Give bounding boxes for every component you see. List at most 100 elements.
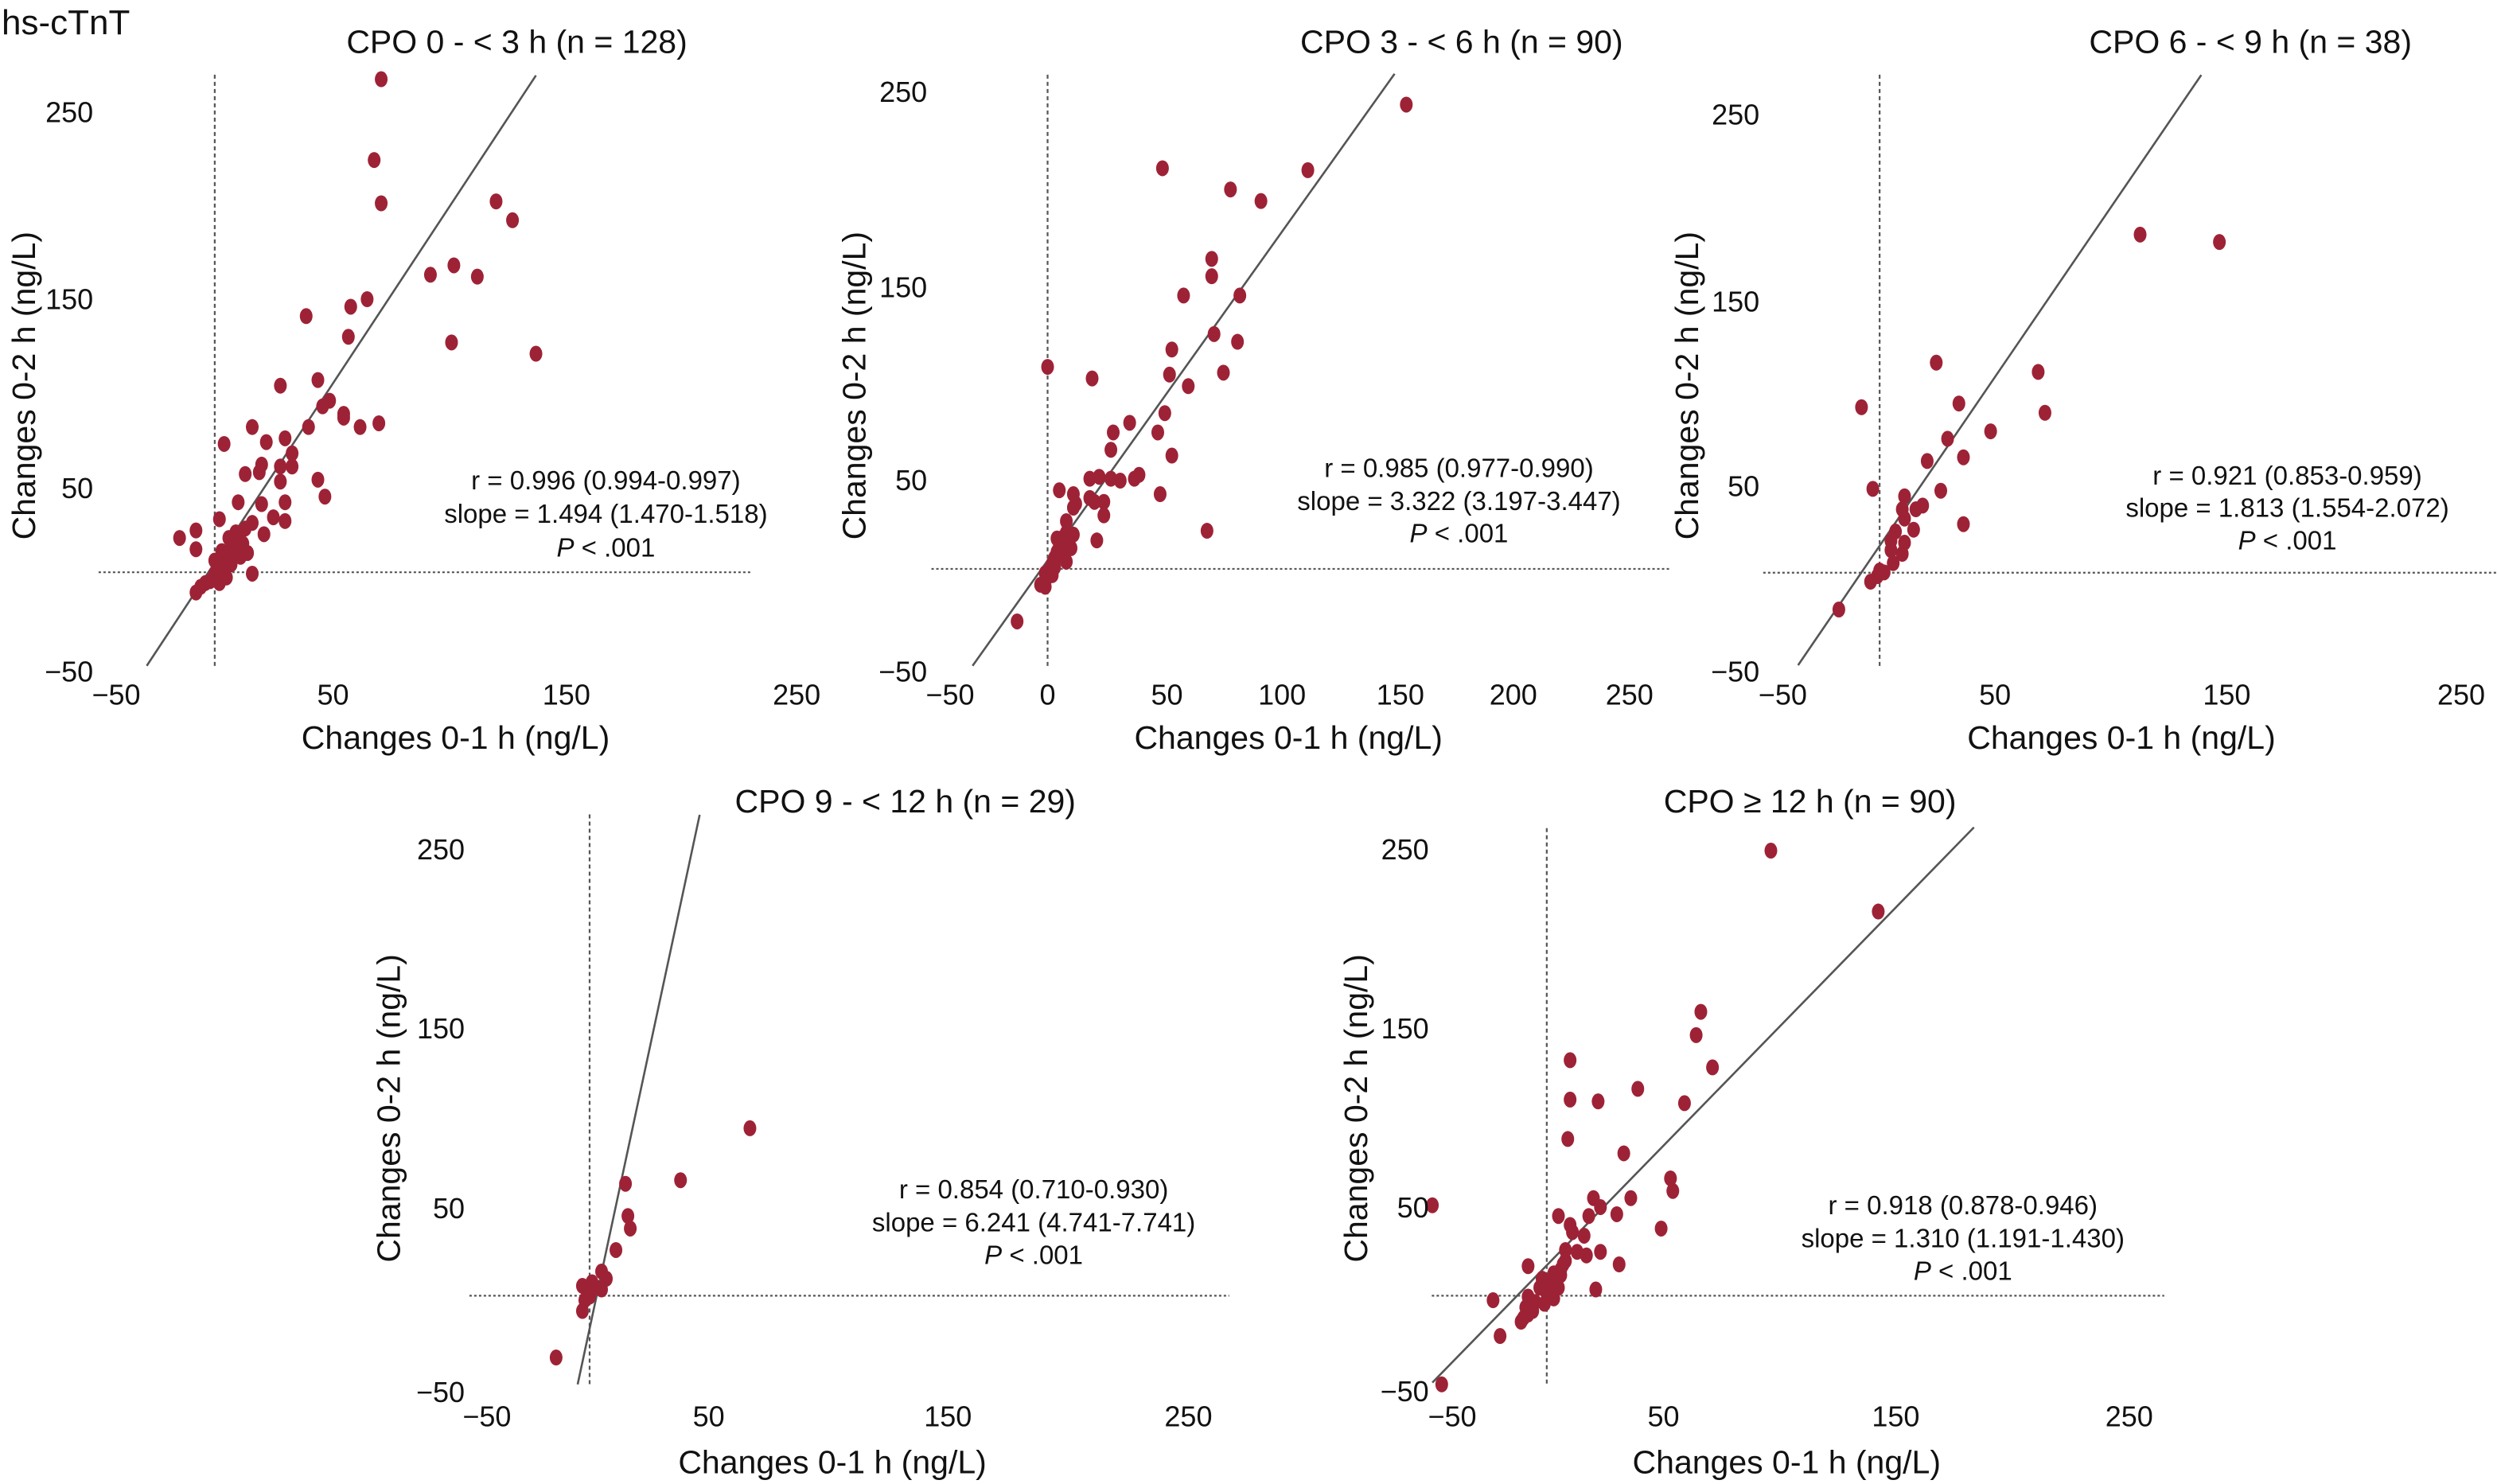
data-point (1097, 507, 1111, 524)
data-point (257, 526, 271, 543)
data-point (1957, 516, 1970, 532)
data-point (274, 458, 287, 475)
data-point (1664, 1170, 1677, 1186)
scatter-panel: −50 50 150 250 250 150 50 −50 CPO 9 - < 12 h (n … (371, 783, 1229, 1480)
data-point (2133, 226, 2147, 243)
stat-p-value: P < .001 (984, 1240, 1083, 1269)
data-point (1165, 341, 1178, 358)
data-point (1898, 488, 1911, 504)
data-point (624, 1220, 637, 1237)
p-text: < .001 (1002, 1240, 1083, 1269)
data-point (1231, 333, 1245, 350)
data-point (1217, 364, 1230, 381)
y-tick-label: −50 (45, 655, 93, 687)
data-point (323, 392, 337, 409)
data-point (241, 544, 255, 561)
x-tick-label: 250 (1164, 1400, 1212, 1433)
p-text: < .001 (574, 533, 655, 563)
data-point (1085, 370, 1099, 387)
x-tick-label: 250 (2106, 1400, 2153, 1433)
data-point (375, 195, 388, 212)
data-point (1163, 366, 1176, 383)
data-point (1107, 424, 1120, 441)
data-point (1400, 96, 1413, 113)
data-point (1594, 1198, 1607, 1215)
data-point (1610, 1206, 1623, 1222)
data-point (1038, 565, 1052, 582)
data-point (1254, 193, 1268, 209)
data-point (1677, 1095, 1691, 1112)
data-point (447, 257, 461, 274)
data-point (274, 473, 287, 490)
data-point (341, 329, 355, 345)
x-tick-label: 150 (924, 1400, 972, 1433)
data-point (1941, 430, 1954, 447)
data-point (1123, 415, 1136, 431)
p-symbol: P (1914, 1256, 1931, 1286)
data-point (311, 372, 325, 388)
data-point (189, 541, 203, 558)
y-tick-label: 50 (1397, 1191, 1429, 1224)
data-point (189, 522, 203, 539)
data-point (1066, 526, 1080, 543)
data-point (1182, 378, 1195, 395)
data-point (1205, 268, 1218, 285)
data-point (274, 377, 287, 394)
data-point (1041, 359, 1054, 376)
data-point (595, 1281, 609, 1298)
data-point (674, 1172, 688, 1189)
data-point (1060, 512, 1073, 529)
data-point (1866, 481, 1880, 497)
y-tick-label: 250 (417, 833, 465, 866)
data-point (1200, 523, 1213, 539)
p-symbol: P (2238, 526, 2256, 555)
y-tick-label: −50 (1711, 655, 1759, 687)
data-point (1177, 287, 1190, 304)
x-axis-label: Changes 0-1 h (ng/L) (678, 1443, 986, 1480)
data-point (318, 489, 332, 505)
data-point (1884, 542, 1898, 559)
data-point (575, 1303, 589, 1319)
y-axis-label: Changes 0-2 h (ng/L) (1669, 232, 1705, 539)
stat-slope: slope = 1.494 (1.470-1.518) (444, 499, 767, 528)
x-tick-label: 50 (317, 678, 349, 711)
data-point (1566, 1224, 1580, 1241)
x-tick-label: 50 (693, 1400, 725, 1433)
x-tick-label: 150 (1377, 678, 1424, 711)
x-axis-label: Changes 0-1 h (ng/L) (302, 719, 610, 756)
data-point (1104, 442, 1118, 458)
data-point (1654, 1220, 1668, 1237)
y-tick-label: 250 (1712, 99, 1759, 131)
y-tick-label: 150 (417, 1012, 465, 1045)
x-tick-label: 50 (1151, 678, 1182, 711)
data-point (2031, 364, 2045, 380)
regression-line (1432, 826, 1975, 1384)
data-point (1561, 1131, 1575, 1147)
panel-title: CPO 0 - < 3 h (n = 128) (346, 23, 687, 60)
data-point (224, 556, 238, 573)
y-tick-label: 250 (1381, 833, 1429, 866)
data-point (255, 456, 268, 473)
regression-line (576, 814, 701, 1385)
scatter-panel: −50 0 50 100 150 200 250 250 150 50 −50 CPO 3 - < 6… (836, 23, 1671, 756)
x-tick-label: 150 (2203, 678, 2250, 711)
data-point (1165, 447, 1178, 464)
x-tick-label: −50 (462, 1400, 511, 1433)
stat-r: r = 0.996 (0.994-0.997) (471, 465, 740, 495)
data-point (1097, 493, 1111, 510)
data-point (1064, 539, 1077, 556)
data-point (220, 569, 233, 586)
data-point (1577, 1227, 1591, 1244)
data-point (1564, 1052, 1577, 1069)
data-point (1132, 466, 1146, 483)
data-point (286, 445, 299, 462)
stat-slope: slope = 1.813 (1.554-2.072) (2125, 493, 2448, 522)
regression-line (1797, 74, 2203, 666)
data-point (1864, 574, 1877, 590)
stat-slope: slope = 1.310 (1.191-1.430) (1802, 1224, 2125, 1253)
x-tick-label: 250 (2437, 678, 2485, 711)
x-tick-label: 100 (1258, 678, 1306, 711)
y-tick-label: 150 (1381, 1012, 1429, 1045)
x-tick-label: 250 (1606, 678, 1654, 711)
